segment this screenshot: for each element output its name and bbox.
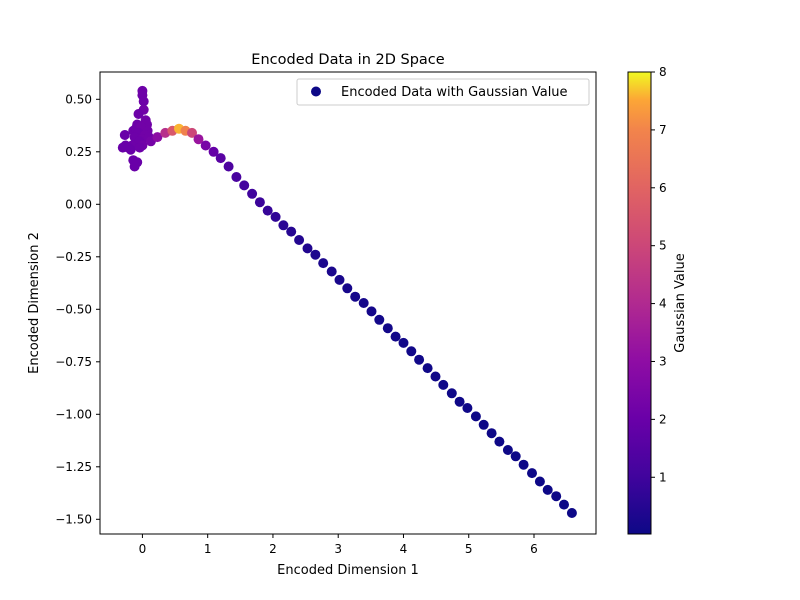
data-point	[215, 153, 226, 164]
data-point	[374, 314, 385, 325]
x-tick-label: 5	[465, 542, 473, 556]
data-point	[414, 354, 425, 365]
colorbar-label: Gaussian Value	[673, 253, 688, 352]
data-point	[534, 476, 545, 487]
data-point	[262, 205, 273, 216]
data-point	[119, 130, 130, 140]
y-tick-label: −0.25	[55, 250, 92, 264]
data-point	[406, 346, 417, 357]
x-tick-label: 0	[139, 542, 147, 556]
data-point	[358, 298, 369, 308]
data-point	[470, 411, 481, 422]
data-point	[200, 140, 211, 151]
data-point	[494, 436, 505, 447]
x-axis-label: Encoded Dimension 1	[277, 563, 419, 578]
data-point	[390, 331, 401, 342]
y-tick-label: 0.25	[65, 145, 92, 159]
data-point	[486, 428, 497, 439]
chart-title: Encoded Data in 2D Space	[251, 52, 444, 68]
y-tick-label: −0.50	[55, 302, 92, 316]
y-tick-label: −1.00	[55, 407, 92, 421]
data-point	[278, 220, 289, 231]
data-point	[527, 468, 537, 479]
data-point	[310, 249, 321, 260]
data-point	[247, 188, 258, 199]
data-point	[382, 323, 393, 334]
colorbar-tick-label: 6	[659, 181, 667, 195]
colorbar-tick-label: 7	[659, 123, 667, 137]
points-layer	[117, 85, 577, 518]
x-tick-label: 1	[204, 542, 212, 556]
data-point	[193, 134, 204, 145]
colorbar-tick-label: 5	[659, 239, 667, 253]
data-point	[318, 258, 329, 269]
x-tick-label: 4	[400, 542, 408, 556]
legend-box	[296, 78, 590, 106]
colorbar-tick-label: 2	[659, 412, 667, 426]
colorbar-tick-label: 4	[659, 297, 667, 311]
data-point	[134, 142, 145, 153]
colorbar-ticks: 1 2 3 4 5 6 7 8	[651, 65, 667, 484]
data-point	[125, 144, 136, 155]
data-point	[551, 491, 562, 502]
data-point	[566, 508, 577, 518]
data-point	[294, 235, 305, 245]
data-point	[422, 363, 433, 374]
data-point	[129, 161, 140, 172]
data-point	[478, 419, 489, 430]
x-tick-label: 3	[334, 542, 342, 556]
data-point	[254, 197, 265, 208]
colorbar-tick-label: 1	[659, 470, 667, 484]
y-tick-label: 0.00	[65, 197, 92, 211]
data-point	[559, 499, 569, 510]
data-point	[302, 243, 313, 254]
y-tick-label: −1.25	[55, 460, 92, 474]
colorbar-gradient	[627, 71, 652, 535]
data-point	[398, 337, 409, 348]
y-tick-label: 0.50	[65, 92, 92, 106]
data-point	[542, 484, 553, 495]
data-point	[239, 180, 250, 191]
data-point	[430, 371, 441, 382]
x-tick-label: 6	[530, 542, 538, 556]
data-point	[138, 96, 149, 107]
data-point	[231, 172, 242, 182]
data-point	[502, 445, 513, 455]
x-axis: 0 1 2 3 4 5 6	[139, 534, 538, 556]
data-point	[187, 127, 197, 138]
data-point	[152, 132, 163, 143]
data-point	[208, 146, 219, 157]
colorbar-tick-label: 8	[659, 65, 667, 79]
data-point	[350, 291, 361, 302]
y-axis-label: Encoded Dimension 2	[27, 232, 42, 374]
data-point	[510, 451, 521, 462]
data-point	[446, 388, 457, 399]
data-point	[454, 396, 465, 407]
legend: Encoded Data with Gaussian Value	[296, 78, 590, 106]
y-tick-label: −1.50	[55, 512, 92, 526]
data-point	[334, 274, 345, 285]
x-tick-label: 2	[269, 542, 277, 556]
data-point	[462, 403, 473, 413]
data-point	[438, 379, 449, 390]
data-point	[223, 161, 234, 172]
data-point	[133, 109, 144, 119]
data-point	[286, 226, 297, 237]
legend-marker	[311, 86, 321, 97]
data-point	[518, 459, 529, 470]
colorbar-tick-label: 3	[659, 354, 667, 368]
colorbar: 1 2 3 4 5 6 7 8 Gaussian Value	[627, 65, 688, 535]
y-tick-label: −0.75	[55, 355, 92, 369]
data-point	[270, 211, 281, 222]
data-point	[326, 266, 337, 277]
data-point	[366, 306, 377, 317]
legend-label: Encoded Data with Gaussian Value	[341, 85, 568, 100]
y-axis: 0.50 0.25 0.00 −0.25 −0.50 −0.75 −1.00 −1.25 −1.…	[55, 92, 100, 526]
plot-frame	[99, 71, 597, 535]
data-point	[342, 283, 353, 294]
